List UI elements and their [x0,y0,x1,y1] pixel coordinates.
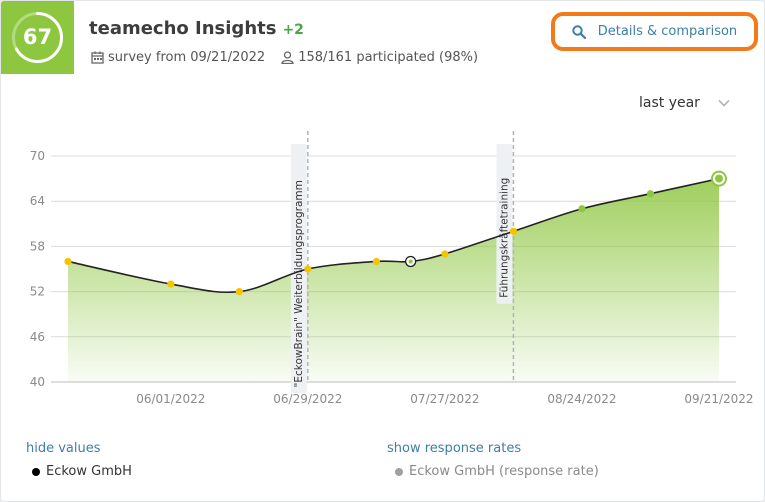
title-text: teamecho Insights [89,18,277,39]
data-point[interactable] [509,227,518,235]
user-icon [281,51,294,64]
score-value: 67 [22,25,53,49]
survey-date: survey from 09/21/2022 [91,50,265,65]
data-point[interactable] [304,265,312,273]
legend-series[interactable]: Eckow GmbH [32,464,132,479]
details-comparison-button[interactable]: Details & comparison [551,12,758,51]
y-tick-label: 58 [30,239,45,253]
y-tick-label: 52 [30,285,45,299]
svg-text:Führungskräftetraining: Führungskräftetraining [498,178,510,298]
annotation-label[interactable]: Führungskräftetraining [496,144,513,304]
legend-response-dot [395,467,403,476]
legend-response-rate[interactable]: Eckow GmbH (response rate) [395,464,599,479]
chevron-down-icon [718,99,730,107]
trend-chart: "EckowBrain" Weiterbildungsprogramm Führu… [30,131,754,406]
data-point[interactable] [578,205,586,213]
score-delta: +2 [282,22,304,38]
data-point[interactable] [372,257,380,266]
participation-text: 158/161 participated (98%) [298,50,479,65]
survey-date-text: survey from 09/21/2022 [108,50,266,65]
data-point[interactable] [715,174,723,183]
legend-series-label: Eckow GmbH [46,464,132,479]
calendar-icon [91,51,104,64]
x-tick-label: 06/29/2022 [273,392,342,406]
y-tick-label: 64 [30,194,45,208]
search-icon [572,24,586,39]
chart-area: "EckowBrain" Weiterbildungsprogramm Führu… [1,111,764,416]
score-badge: 67 [1,1,74,74]
data-point[interactable] [646,190,655,198]
x-tick-label: 07/27/2022 [410,392,479,406]
hide-values-link[interactable]: hide values [26,441,101,456]
legend-response-label: Eckow GmbH (response rate) [409,464,599,479]
annotation-label[interactable]: "EckowBrain" Weiterbildungsprogramm [290,144,307,394]
data-point[interactable] [441,250,449,258]
x-tick-label: 09/21/2022 [684,392,753,406]
data-point[interactable] [64,257,72,266]
details-comparison-label: Details & comparison [597,24,738,39]
x-tick-label: 08/24/2022 [547,392,616,406]
y-tick-label: 46 [30,330,45,344]
score-ring [12,12,63,63]
y-tick-label: 70 [30,149,45,163]
series-area [68,178,719,382]
period-selected: last year [639,95,700,111]
x-tick-label: 06/01/2022 [136,392,205,406]
svg-text:"EckowBrain" Weiterbildungspro: "EckowBrain" Weiterbildungsprogramm [293,180,305,387]
legend-series-dot [32,467,40,476]
period-select[interactable]: last year [639,95,730,111]
participation: 158/161 participated (98%) [281,50,478,65]
y-tick-label: 40 [30,375,45,389]
survey-meta: survey from 09/21/2022 158/161 participa… [91,50,494,65]
data-point[interactable] [167,280,175,288]
data-point[interactable] [235,288,243,296]
show-response-rates-link[interactable]: show response rates [387,441,522,456]
page-title: teamecho Insights +2 [89,18,304,39]
